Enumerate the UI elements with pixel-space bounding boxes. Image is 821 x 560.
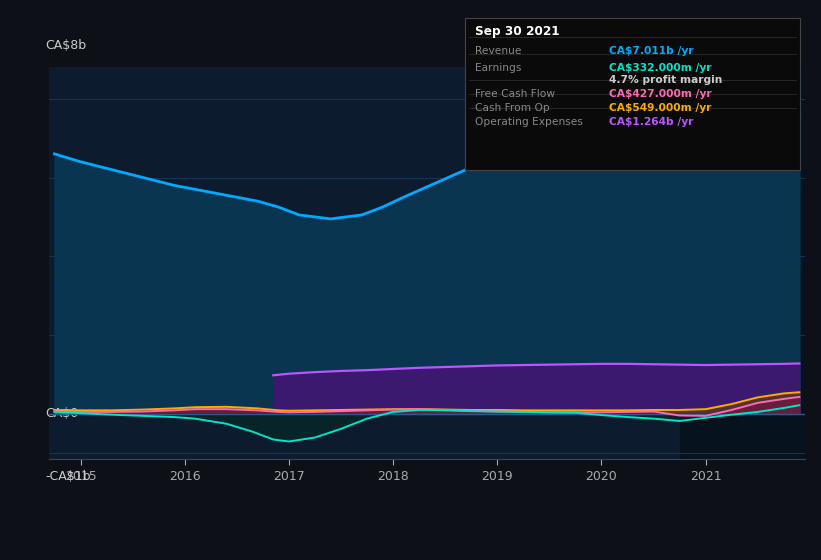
Text: -CA$1b: -CA$1b xyxy=(45,470,91,483)
Text: Free Cash Flow: Free Cash Flow xyxy=(475,88,555,99)
Text: Earnings: Earnings xyxy=(475,63,521,73)
Text: CA$549.000m /yr: CA$549.000m /yr xyxy=(608,102,711,113)
Text: CA$0: CA$0 xyxy=(45,407,79,421)
Text: CA$332.000m /yr: CA$332.000m /yr xyxy=(608,63,711,73)
Text: CA$1.264b /yr: CA$1.264b /yr xyxy=(608,116,693,127)
Text: 4.7% profit margin: 4.7% profit margin xyxy=(608,74,722,85)
Text: CA$427.000m /yr: CA$427.000m /yr xyxy=(608,88,711,99)
Text: CA$7.011b /yr: CA$7.011b /yr xyxy=(608,46,693,56)
Text: CA$8b: CA$8b xyxy=(45,39,86,52)
Text: Cash From Op: Cash From Op xyxy=(475,102,549,113)
Text: Revenue: Revenue xyxy=(475,46,521,56)
Bar xyxy=(680,67,805,459)
Text: Sep 30 2021: Sep 30 2021 xyxy=(475,25,559,38)
Text: Operating Expenses: Operating Expenses xyxy=(475,116,583,127)
